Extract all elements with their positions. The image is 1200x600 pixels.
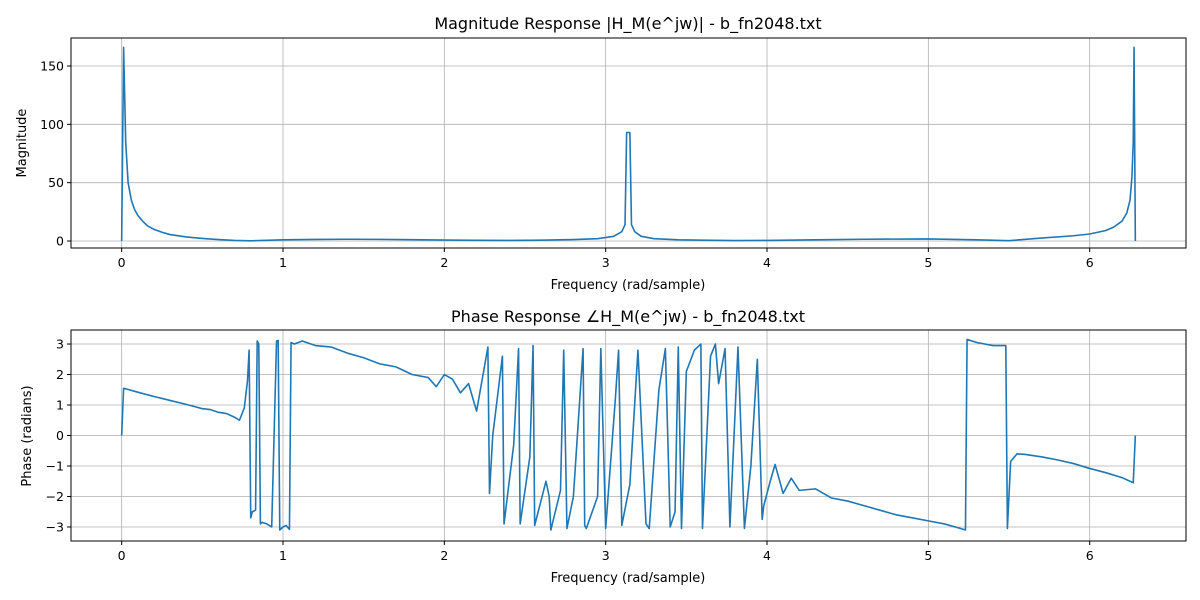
- magnitude-x-tick-label: 3: [602, 255, 610, 270]
- phase-x-axis-label: Frequency (rad/sample): [551, 571, 706, 586]
- magnitude-x-tick-label: 6: [1086, 255, 1094, 270]
- magnitude-chart: Magnitude Response |H_M(e^jw)| - b_fn204…: [15, 14, 1187, 293]
- magnitude-x-tick-label: 4: [763, 255, 771, 270]
- magnitude-x-tick-label: 0: [118, 255, 126, 270]
- magnitude-x-axis-label: Frequency (rad/sample): [551, 278, 706, 293]
- phase-y-tick-label: −3: [46, 519, 64, 534]
- phase-axes-frame: [70, 329, 1187, 542]
- magnitude-y-tick-label: 100: [40, 117, 64, 132]
- phase-y-tick-label: 0: [56, 428, 64, 443]
- magnitude-series-line: [120, 46, 1137, 242]
- phase-x-tick-label: 5: [924, 548, 932, 563]
- magnitude-x-tick-label: 5: [924, 255, 932, 270]
- phase-x-tick-label: 0: [118, 548, 126, 563]
- magnitude-y-tick-label: 0: [56, 234, 64, 249]
- magnitude-y-tick-label: 50: [48, 175, 64, 190]
- magnitude-chart-title: Magnitude Response |H_M(e^jw)| - b_fn204…: [434, 14, 821, 34]
- phase-y-tick-label: 1: [56, 398, 64, 413]
- magnitude-axes-frame: [70, 37, 1187, 249]
- phase-x-tick-label: 2: [440, 548, 448, 563]
- magnitude-x-tick-label: 2: [440, 255, 448, 270]
- phase-chart: Phase Response ∠H_M(e^jw) - b_fn2048.txt…: [20, 307, 1187, 586]
- phase-series-line: [120, 338, 1137, 531]
- phase-y-axis-label: Phase (radians): [20, 385, 35, 486]
- phase-x-tick-label: 1: [279, 548, 287, 563]
- phase-x-tick-label: 3: [602, 548, 610, 563]
- phase-chart-title: Phase Response ∠H_M(e^jw) - b_fn2048.txt: [451, 307, 805, 327]
- phase-y-tick-label: −2: [46, 489, 64, 504]
- phase-y-tick-label: 3: [56, 337, 64, 352]
- magnitude-y-tick-label: 150: [40, 59, 64, 74]
- magnitude-y-axis-label: Magnitude: [15, 109, 30, 178]
- phase-x-tick-label: 4: [763, 548, 771, 563]
- magnitude-x-tick-label: 1: [279, 255, 287, 270]
- phase-y-tick-label: 2: [56, 367, 64, 382]
- phase-y-tick-label: −1: [46, 458, 64, 473]
- phase-x-tick-label: 6: [1086, 548, 1094, 563]
